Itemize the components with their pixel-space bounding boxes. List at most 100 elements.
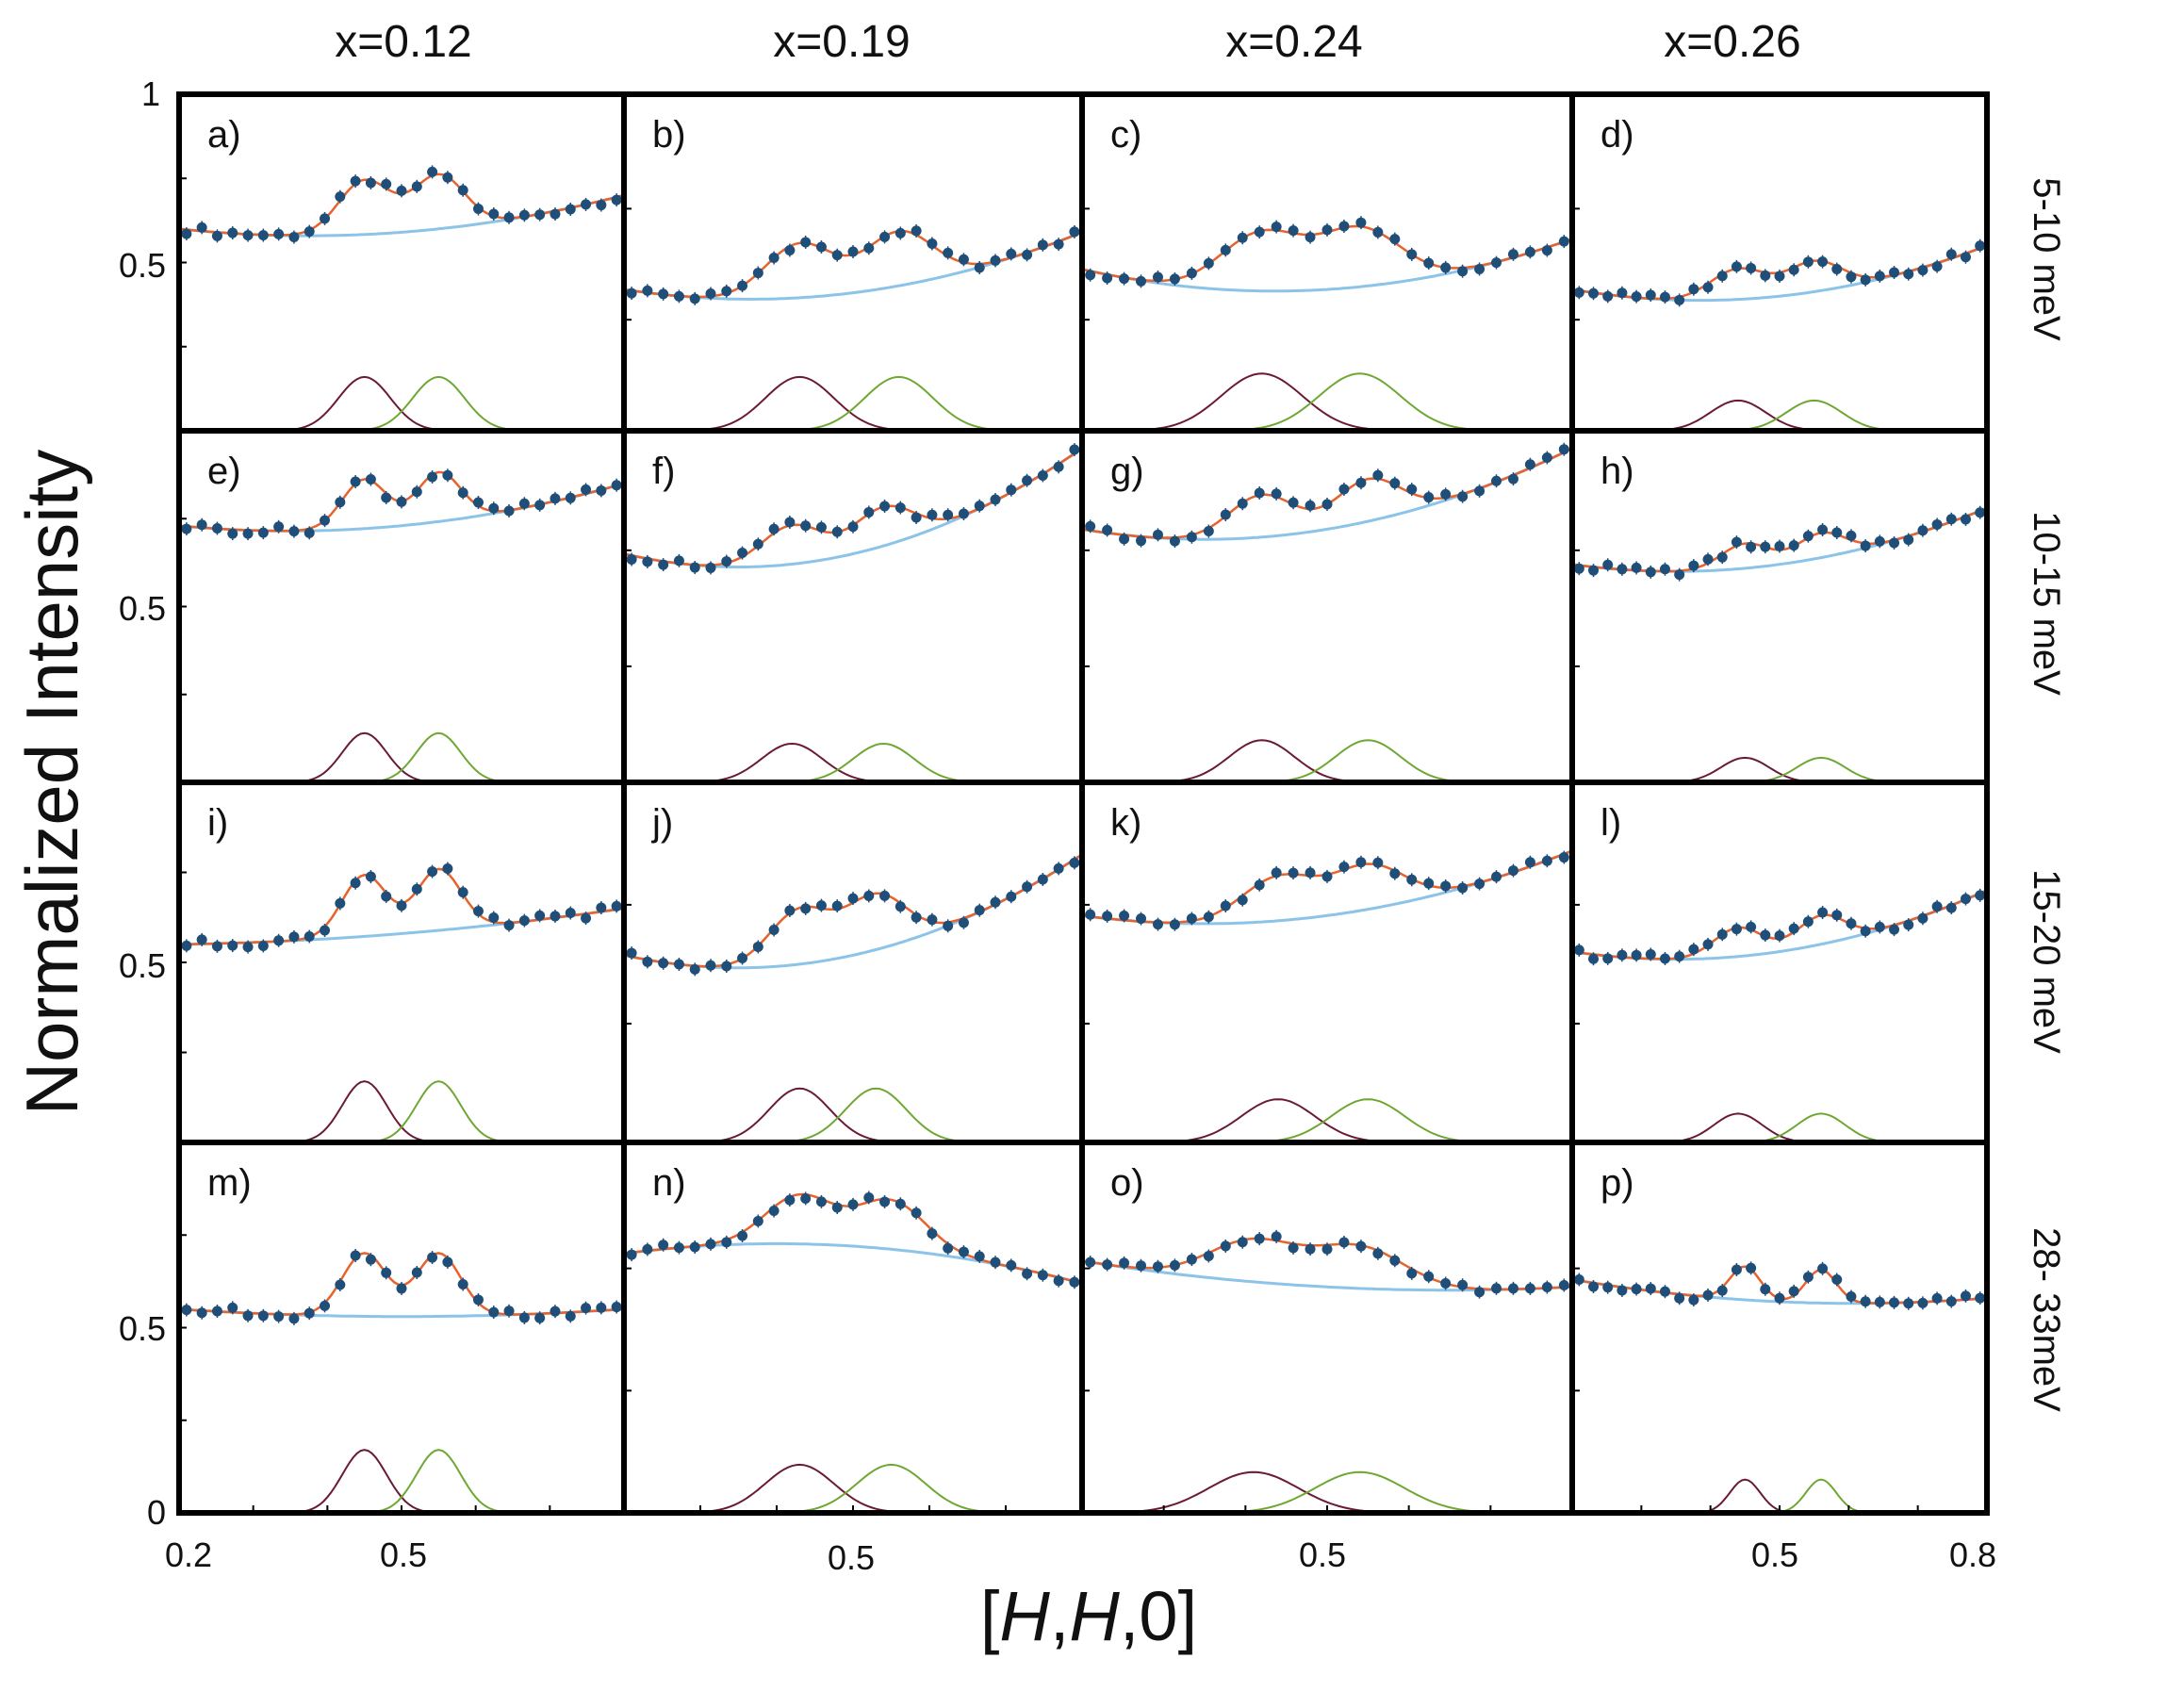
total-fit-line	[1572, 889, 1987, 961]
data-point	[1645, 567, 1656, 578]
data-point	[1860, 1296, 1871, 1307]
data-point	[350, 476, 361, 487]
panel-frame	[1079, 1140, 1575, 1516]
data-point	[1588, 1281, 1600, 1292]
data-point	[1254, 487, 1265, 499]
data-point	[1774, 1292, 1785, 1304]
data-point	[381, 178, 392, 189]
data-point	[1688, 1294, 1699, 1306]
panel-label: c)	[1110, 114, 1141, 156]
data-point	[800, 520, 812, 532]
data-point	[1674, 569, 1685, 581]
data-point	[1788, 264, 1799, 275]
peak-component-1-line	[1572, 1112, 1987, 1142]
data-point	[768, 253, 780, 264]
peak-component-2-line	[1082, 1098, 1572, 1142]
data-point	[1746, 541, 1757, 552]
data-point	[1457, 1279, 1469, 1290]
data-point	[1760, 270, 1771, 281]
data-point	[1102, 524, 1113, 535]
data-point	[427, 866, 438, 878]
panel-n: n)	[621, 1140, 1085, 1516]
data-point	[815, 900, 827, 911]
data-point	[1203, 1250, 1214, 1261]
data-point	[1573, 944, 1584, 956]
data-point	[1975, 1292, 1986, 1304]
data-point	[273, 228, 285, 239]
data-point	[1053, 862, 1064, 874]
data-point	[1507, 249, 1518, 260]
panel-label: n)	[652, 1162, 686, 1204]
data-point	[288, 931, 300, 943]
panel-label: f)	[652, 451, 675, 492]
data-point	[705, 287, 716, 299]
y-tick-label: 0.5	[119, 589, 166, 628]
data-point	[1831, 264, 1843, 275]
data-point	[1474, 485, 1485, 497]
data-point	[1457, 266, 1469, 277]
panel-plot-area	[179, 862, 624, 1142]
data-point	[518, 498, 530, 509]
data-point	[1746, 1262, 1757, 1273]
data-point	[990, 255, 1001, 266]
panel-plot-area	[1082, 849, 1572, 1142]
panel-g: g)	[1079, 428, 1575, 785]
data-point	[1931, 261, 1943, 272]
data-point	[752, 1215, 763, 1226]
data-point	[1186, 912, 1197, 924]
panel-frame	[621, 91, 1085, 434]
data-point	[1788, 540, 1799, 551]
data-point	[1917, 265, 1929, 276]
peak-component-2-line	[179, 731, 624, 782]
data-point	[457, 887, 468, 898]
data-point	[488, 912, 500, 924]
data-point	[1541, 855, 1552, 866]
data-point	[831, 900, 843, 911]
data-point	[815, 521, 827, 533]
panel-label: b)	[652, 114, 686, 156]
panel-plot-area	[1572, 1261, 1987, 1513]
data-point	[381, 891, 392, 902]
data-point	[1802, 531, 1814, 542]
data-point	[1945, 514, 1957, 525]
data-point	[1069, 226, 1080, 238]
data-point	[1960, 252, 1971, 263]
data-point	[1389, 868, 1401, 879]
panel-frame	[621, 428, 1085, 785]
data-point	[1702, 282, 1714, 293]
data-point	[895, 901, 906, 912]
data-point	[847, 1199, 859, 1210]
data-point	[1860, 274, 1871, 286]
data-point	[534, 500, 546, 511]
data-point	[1903, 269, 1914, 280]
data-point	[335, 1279, 346, 1290]
data-point	[1760, 1284, 1771, 1295]
data-point	[396, 1283, 407, 1294]
row-title-4: 28- 33meV	[2026, 1227, 2067, 1412]
data-point	[1203, 526, 1214, 537]
data-point	[974, 262, 985, 273]
data-point	[1602, 1282, 1614, 1293]
data-point	[1085, 909, 1096, 920]
total-fit-line	[1082, 849, 1572, 924]
data-point	[1085, 520, 1096, 532]
data-point	[242, 942, 254, 953]
data-point	[815, 1196, 827, 1207]
x-axis-label-part: [	[980, 1577, 1000, 1655]
data-point	[689, 562, 700, 573]
panel-label: g)	[1110, 451, 1144, 492]
data-point	[990, 494, 1001, 505]
data-point	[1136, 913, 1147, 925]
data-point	[1817, 907, 1829, 918]
data-point	[257, 527, 269, 538]
data-point	[1746, 921, 1757, 932]
y-tick-label: 0.5	[119, 946, 166, 985]
panel-label: d)	[1600, 114, 1634, 156]
data-point	[1355, 857, 1367, 868]
data-point	[565, 204, 576, 215]
panel-plot-area	[624, 223, 1082, 431]
data-point	[518, 209, 530, 221]
data-point	[1889, 537, 1900, 549]
data-point	[1406, 874, 1418, 885]
data-point	[974, 905, 985, 916]
